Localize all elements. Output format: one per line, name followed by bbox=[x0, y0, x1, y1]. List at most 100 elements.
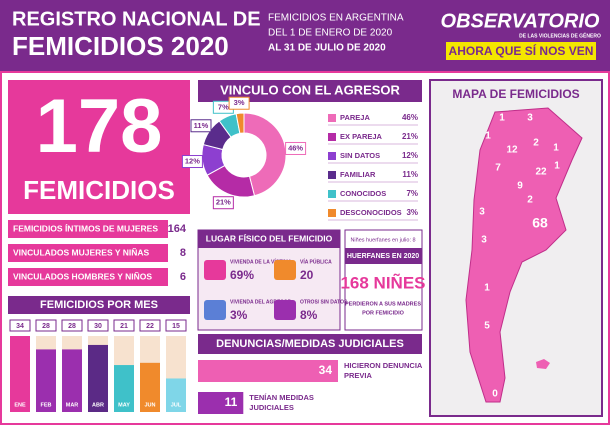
legend-label: FAMILIAR bbox=[340, 170, 376, 179]
slice-label-box bbox=[228, 96, 250, 110]
slice-label: 3% bbox=[234, 98, 245, 107]
orphans-caption: POR FEMICIDIO bbox=[362, 310, 405, 316]
logo-slogan: AHORA QUE SÍ NOS VEN bbox=[449, 43, 594, 58]
icon bbox=[274, 300, 296, 320]
value-box bbox=[9, 319, 31, 332]
month-label: ENE bbox=[14, 402, 26, 408]
breakdown-label: VINCULADOS HOMBRES Y NIÑOS bbox=[13, 271, 152, 281]
title: FEMICIDIOS 2020 bbox=[12, 31, 229, 61]
location-label: VIVIENDA DE LA VÍCTIMA bbox=[230, 257, 292, 265]
legend-label: PAREJA bbox=[340, 113, 370, 122]
bar-label: PREVIA bbox=[344, 371, 373, 380]
location-value: 3% bbox=[230, 308, 248, 322]
legend-swatch bbox=[328, 190, 336, 198]
legend-swatch bbox=[328, 209, 336, 217]
map-label: 9 bbox=[517, 181, 523, 192]
bar-value: 28 bbox=[68, 323, 76, 330]
legend-swatch bbox=[328, 114, 336, 122]
slice-label-box bbox=[285, 141, 307, 155]
orphans-header bbox=[345, 248, 422, 264]
frame bbox=[0, 71, 610, 425]
bar-value: 30 bbox=[94, 323, 102, 330]
section-header bbox=[198, 230, 340, 248]
total-value: 178 bbox=[36, 84, 163, 169]
breakdown-label: VINCULADOS MUJERES Y NIÑAS bbox=[13, 247, 150, 257]
slice-label-box bbox=[181, 155, 203, 169]
map-label: 68 bbox=[532, 215, 548, 231]
icon bbox=[204, 260, 226, 280]
value-box bbox=[87, 319, 109, 332]
orphans-caption: PERDIERON A SUS MADRES bbox=[345, 301, 421, 307]
breakdown-value: 8 bbox=[180, 247, 186, 259]
location-value: 20 bbox=[300, 268, 314, 282]
bar bbox=[36, 349, 56, 412]
legend-label: EX PAREJA bbox=[340, 132, 383, 141]
slice-label: 12% bbox=[185, 157, 200, 166]
bar-value: 22 bbox=[146, 323, 154, 330]
location-label: VIVIENDA DEL AGRESOR bbox=[230, 299, 292, 305]
bar bbox=[140, 362, 160, 412]
value-box bbox=[113, 319, 135, 332]
donut-slice bbox=[235, 112, 245, 134]
logo-name: OBSERVATORIO bbox=[441, 10, 600, 32]
legend-swatch bbox=[328, 133, 336, 141]
map-label: 3 bbox=[527, 113, 533, 124]
total-label: FEMICIDIOS bbox=[23, 175, 175, 205]
legend-value: 21% bbox=[402, 132, 418, 141]
bar bbox=[62, 349, 82, 412]
value-box bbox=[165, 319, 187, 332]
map-label: 1 bbox=[499, 113, 505, 124]
subtitle: FEMICIDIOS EN ARGENTINA bbox=[268, 13, 404, 24]
map-label: 1 bbox=[553, 143, 559, 154]
month-label: JUL bbox=[171, 402, 182, 408]
bar-label: JUDICIALES bbox=[249, 403, 294, 412]
month-label: MAR bbox=[66, 402, 79, 408]
slogan-box bbox=[446, 42, 596, 60]
section-title: DENUNCIAS/MEDIDAS JUDICIALES bbox=[216, 338, 404, 350]
slice-label: 11% bbox=[194, 121, 209, 130]
subtitle: DEL 1 DE ENERO DE 2020 bbox=[268, 28, 393, 39]
location-value: 8% bbox=[300, 308, 318, 322]
map-label: 3 bbox=[481, 235, 487, 246]
map-label: 3 bbox=[479, 207, 485, 218]
bar bbox=[10, 336, 30, 412]
section-title: LUGAR FÍSICO DEL FEMICIDIO bbox=[206, 233, 333, 243]
bar-value: 11 bbox=[225, 395, 238, 409]
icon bbox=[274, 260, 296, 280]
map-label: 2 bbox=[527, 195, 533, 206]
map-shape bbox=[465, 107, 583, 403]
bar bbox=[88, 344, 108, 412]
bar-label: TENÍAN MEDIDAS bbox=[249, 393, 314, 402]
bar-label: HICIERON DENUNCIA bbox=[344, 361, 423, 370]
map-label: 1 bbox=[485, 131, 491, 142]
breakdown-value: 6 bbox=[180, 271, 186, 283]
value-box bbox=[61, 319, 83, 332]
section-header bbox=[8, 296, 190, 314]
legend-swatch bbox=[328, 152, 336, 160]
bar-value: 34 bbox=[16, 323, 24, 330]
slice-label-box bbox=[212, 196, 234, 210]
bar bbox=[166, 378, 186, 412]
title: REGISTRO NACIONAL DE bbox=[12, 8, 261, 30]
bar bbox=[114, 365, 134, 412]
bar-value: 28 bbox=[42, 323, 50, 330]
slice-label: 7% bbox=[218, 102, 229, 111]
value-box bbox=[35, 319, 57, 332]
slice-label-box bbox=[190, 119, 212, 133]
section-title: VINCULO CON EL AGRESOR bbox=[220, 82, 400, 97]
bar-value: 21 bbox=[120, 323, 128, 330]
month-label: JUN bbox=[144, 402, 155, 408]
orphans-note: Niñes huerfanes en julio: 8 bbox=[350, 237, 415, 243]
bar-value: 34 bbox=[319, 363, 333, 377]
icon bbox=[204, 300, 226, 320]
legend-value: 12% bbox=[402, 151, 418, 160]
legend-value: 3% bbox=[406, 208, 418, 217]
slice-label: 21% bbox=[216, 198, 231, 207]
total-box bbox=[8, 80, 190, 214]
value-box bbox=[139, 319, 161, 332]
section-header bbox=[198, 334, 422, 354]
legend-label: DESCONOCIDOS bbox=[340, 208, 402, 217]
subtitle: AL 31 DE JULIO DE 2020 bbox=[268, 43, 386, 54]
islands bbox=[536, 359, 550, 369]
